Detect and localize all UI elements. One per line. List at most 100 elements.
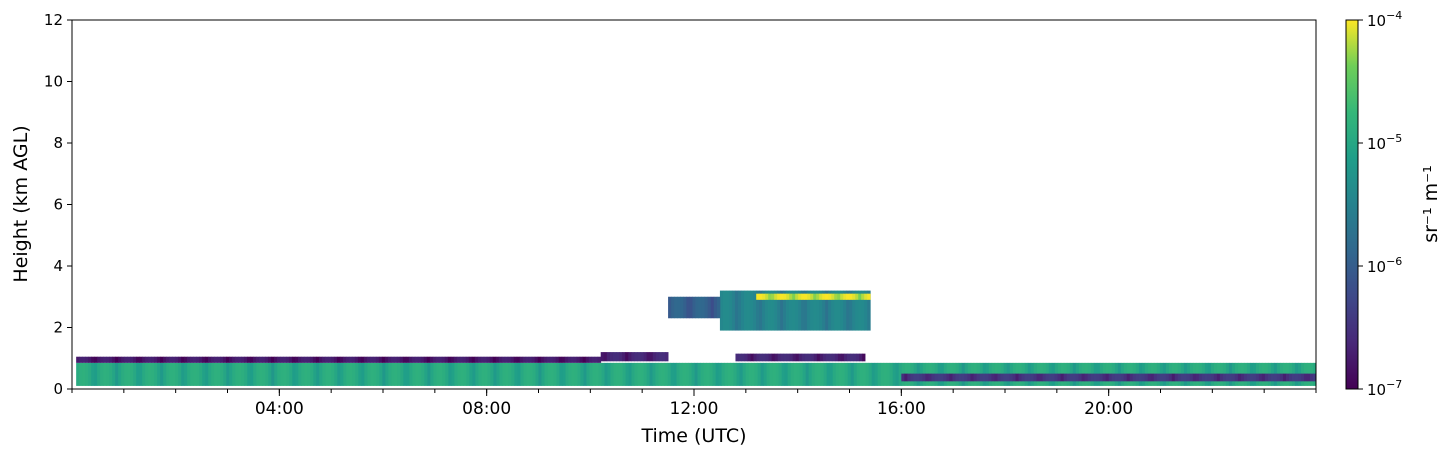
- heatmap-cell: [552, 356, 557, 363]
- heatmap-cell: [1207, 373, 1212, 382]
- heatmap-cell: [834, 290, 838, 331]
- heatmap-cell: [777, 290, 781, 331]
- heatmap-cell: [622, 362, 626, 386]
- heatmap-cell: [1177, 373, 1182, 382]
- heatmap-cell: [412, 362, 416, 386]
- heatmap-cell: [1255, 373, 1260, 382]
- heatmap-cell: [1063, 373, 1067, 382]
- heatmap-cell: [607, 362, 611, 386]
- heatmap-cell: [799, 362, 804, 386]
- heatmap-cell: [808, 362, 813, 386]
- heatmap-cell: [91, 356, 95, 363]
- heatmap-cell: [832, 362, 837, 386]
- heatmap-cell: [1009, 373, 1013, 382]
- heatmap-cell: [840, 293, 844, 300]
- heatmap-cell: [810, 353, 815, 362]
- heatmap-cell: [734, 290, 739, 331]
- heatmap-cell: [970, 373, 974, 382]
- heatmap-cell: [798, 353, 803, 362]
- heatmap-cell: [489, 356, 494, 363]
- heatmap-cell: [1282, 373, 1287, 382]
- heatmap-cell: [1036, 373, 1040, 382]
- heatmap-cell: [384, 356, 389, 363]
- heatmap-cell: [802, 362, 807, 386]
- heatmap-cell: [862, 362, 867, 386]
- heatmap-cell: [819, 290, 823, 331]
- colorbar-tick-label: 10−6: [1367, 255, 1402, 276]
- heatmap-cell: [523, 362, 527, 386]
- x-axis-label: Time (UTC): [640, 425, 746, 447]
- heatmap-cell: [238, 356, 242, 363]
- heatmap-cell: [820, 362, 825, 386]
- heatmap-cell: [816, 290, 820, 331]
- heatmap-cell: [399, 356, 404, 363]
- heatmap-cell: [142, 362, 146, 386]
- heatmap-cell: [713, 296, 718, 319]
- heatmap-cell: [361, 362, 365, 386]
- heatmap-cell: [916, 373, 920, 382]
- heatmap-cell: [1294, 373, 1299, 382]
- heatmap-cell: [475, 362, 479, 386]
- heatmap-cell: [850, 362, 855, 386]
- heatmap-cell: [1114, 373, 1119, 382]
- heatmap-cell: [789, 353, 794, 362]
- heatmap-cell: [142, 356, 146, 363]
- heatmap-cell: [342, 356, 347, 363]
- heatmap-cell: [313, 362, 317, 386]
- heatmap-cell: [528, 356, 533, 363]
- heatmap-cell: [816, 353, 821, 362]
- heatmap-cell: [76, 356, 80, 363]
- heatmap-cell: [370, 362, 374, 386]
- heatmap-cell: [643, 352, 648, 362]
- heatmap-cell: [220, 356, 224, 363]
- heatmap-cell: [771, 353, 776, 362]
- heatmap-cell: [679, 362, 683, 386]
- heatmap-cell: [786, 293, 790, 300]
- heatmap-cell: [840, 290, 844, 331]
- heatmap-cell: [403, 362, 407, 386]
- heatmap-cell: [843, 353, 848, 362]
- heatmap-cell: [1057, 373, 1061, 382]
- heatmap-cell: [1291, 373, 1296, 382]
- heatmap-cell: [1183, 373, 1188, 382]
- heatmap-cell: [510, 356, 515, 363]
- heatmap-cell: [852, 290, 856, 331]
- heatmap-cell: [604, 362, 608, 386]
- heatmap-cell: [432, 356, 437, 363]
- heatmap-cell: [1174, 373, 1179, 382]
- plot-area: [71, 19, 1317, 390]
- heatmap-cell: [819, 353, 824, 362]
- heatmap-cell: [301, 362, 305, 386]
- heatmap-cell: [829, 362, 834, 386]
- heatmap-cell: [783, 290, 787, 331]
- heatmap-cell: [628, 352, 632, 362]
- heatmap-cell: [438, 356, 443, 363]
- heatmap-cell: [1201, 373, 1206, 382]
- heatmap-cell: [600, 352, 605, 362]
- heatmap-cell: [985, 373, 989, 382]
- heatmap-cell: [631, 352, 635, 362]
- heatmap-cell: [429, 356, 434, 363]
- heatmap-cell: [822, 353, 827, 362]
- heatmap-cell: [1027, 373, 1031, 382]
- heatmap-cell: [1243, 373, 1248, 382]
- heatmap-cell: [541, 362, 545, 386]
- heatmap-cell: [775, 362, 780, 386]
- colorbar-tick-label: 10−4: [1367, 9, 1402, 30]
- heatmap-cell: [1006, 373, 1010, 382]
- heatmap-cell: [1078, 373, 1083, 382]
- heatmap-cell: [127, 356, 131, 363]
- heatmap-cell: [777, 293, 781, 300]
- heatmap-cell: [145, 356, 149, 363]
- heatmap-cell: [357, 356, 362, 363]
- heatmap-cell: [88, 356, 92, 363]
- heatmap-cell: [459, 356, 464, 363]
- heatmap-cell: [763, 362, 768, 386]
- heatmap-cell: [727, 362, 731, 386]
- heatmap-cell: [749, 290, 754, 331]
- heatmap-cell: [595, 362, 599, 386]
- heatmap-cell: [706, 362, 710, 386]
- heatmap-cell: [193, 362, 197, 386]
- heatmap-cell: [282, 356, 287, 363]
- heatmap-cell: [1210, 373, 1215, 382]
